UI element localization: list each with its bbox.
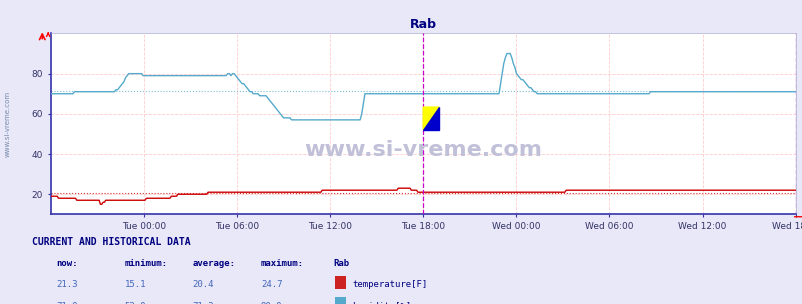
- Text: www.si-vreme.com: www.si-vreme.com: [5, 91, 11, 157]
- Text: 90.0: 90.0: [261, 302, 282, 304]
- Text: 52.0: 52.0: [124, 302, 146, 304]
- Text: www.si-vreme.com: www.si-vreme.com: [304, 140, 541, 160]
- Text: maximum:: maximum:: [261, 259, 304, 268]
- Text: humidity[%]: humidity[%]: [352, 302, 411, 304]
- Text: 71.3: 71.3: [192, 302, 214, 304]
- Polygon shape: [423, 107, 439, 130]
- Text: Rab: Rab: [333, 259, 349, 268]
- Text: 15.1: 15.1: [124, 280, 146, 289]
- Polygon shape: [423, 107, 439, 130]
- Text: 21.3: 21.3: [56, 280, 78, 289]
- Title: Rab: Rab: [409, 18, 436, 31]
- Text: 24.7: 24.7: [261, 280, 282, 289]
- Text: minimum:: minimum:: [124, 259, 168, 268]
- Text: now:: now:: [56, 259, 78, 268]
- Text: CURRENT AND HISTORICAL DATA: CURRENT AND HISTORICAL DATA: [32, 237, 191, 247]
- Text: 20.4: 20.4: [192, 280, 214, 289]
- Text: 71.0: 71.0: [56, 302, 78, 304]
- Text: temperature[F]: temperature[F]: [352, 280, 427, 289]
- Text: average:: average:: [192, 259, 236, 268]
